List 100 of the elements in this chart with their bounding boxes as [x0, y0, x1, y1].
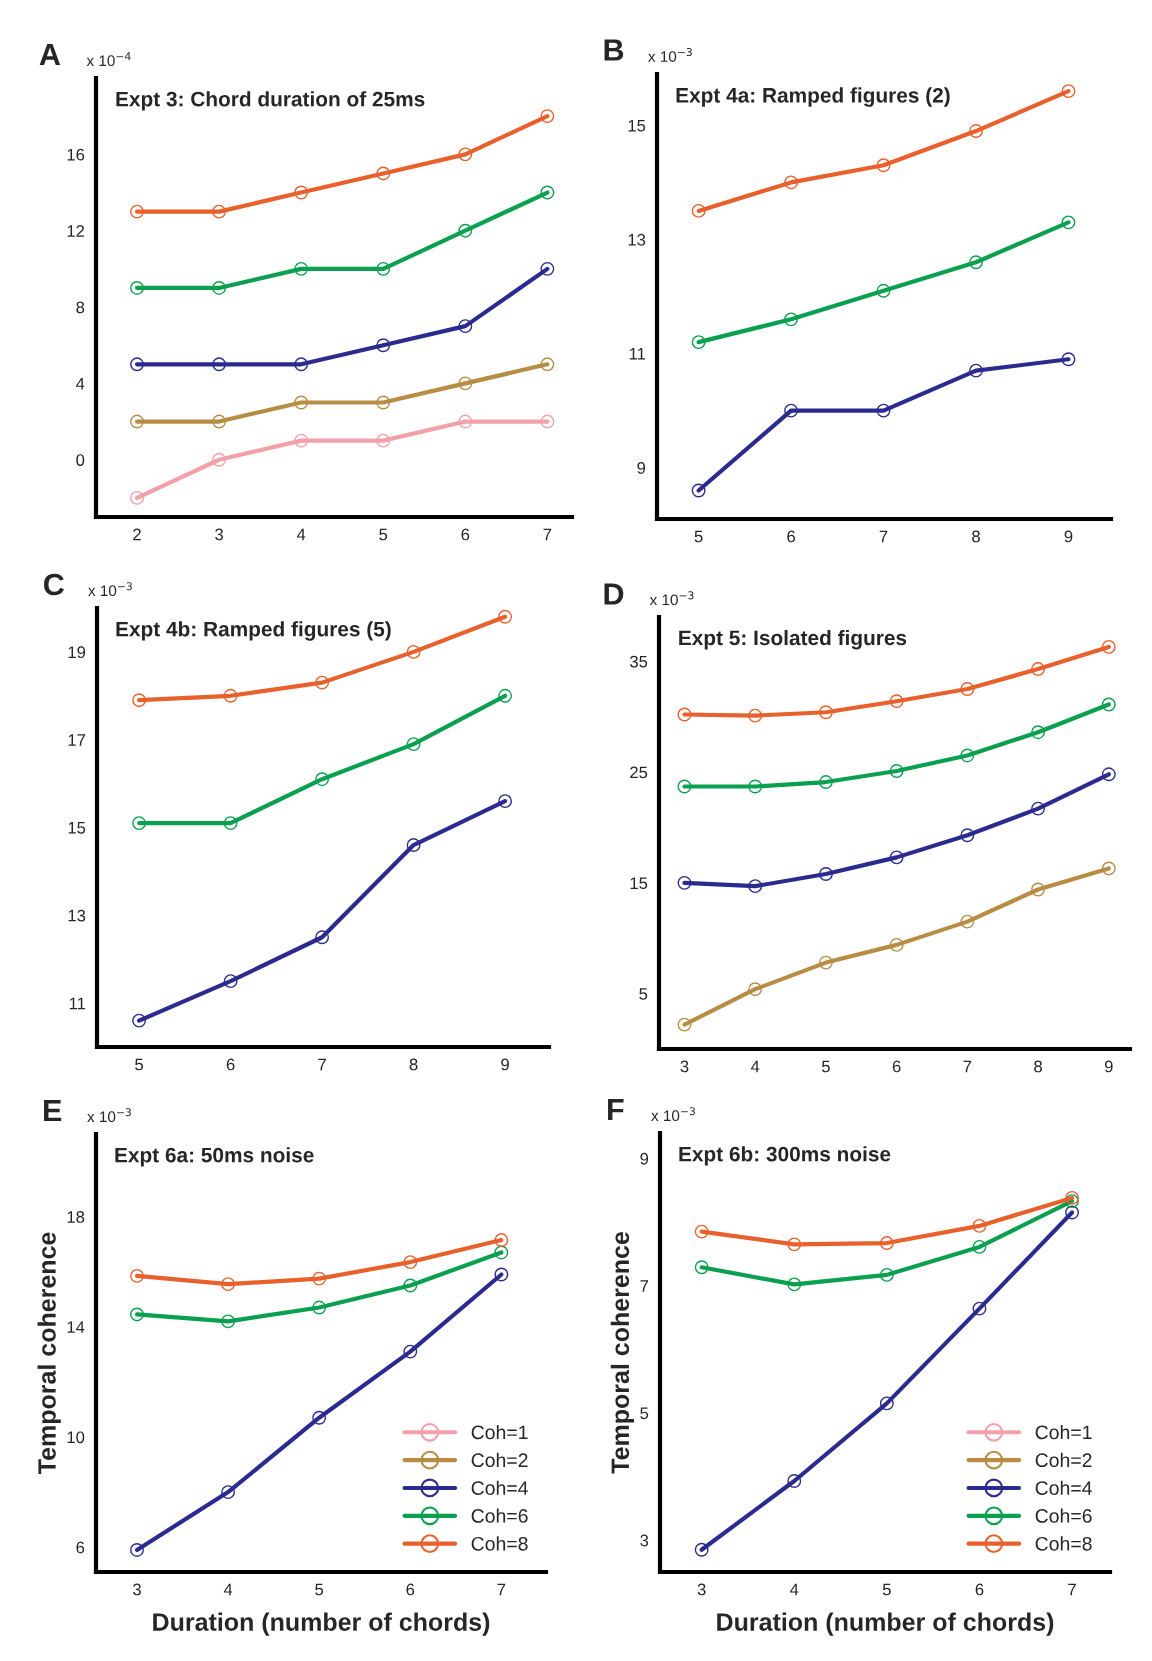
- x-tick-label: 5: [821, 1060, 830, 1073]
- point: [223, 816, 238, 831]
- point: [889, 850, 904, 865]
- point: [784, 175, 799, 190]
- point: [677, 1017, 692, 1032]
- point: [315, 772, 330, 787]
- x-tick-label: 7: [497, 1583, 506, 1596]
- point: [406, 644, 421, 659]
- point: [1031, 801, 1046, 816]
- point: [540, 109, 555, 124]
- point: [498, 688, 513, 703]
- point: [130, 281, 144, 295]
- point: [221, 1314, 236, 1329]
- y-tick-label: 12: [67, 225, 85, 237]
- y-axis-title: Temporal coherence: [610, 1232, 635, 1474]
- text: Expt 6a: 50ms noise: [115, 1147, 314, 1167]
- text: F: [608, 1099, 624, 1121]
- x-tick-label: 6: [892, 1060, 901, 1073]
- point: [876, 283, 891, 298]
- x-tick-label: 4: [790, 1583, 799, 1596]
- x-tick-label: 8: [972, 530, 980, 543]
- point: [1061, 352, 1076, 367]
- point: [784, 312, 799, 327]
- point: [221, 1485, 236, 1500]
- text: Expt 5: Isolated figures: [679, 629, 907, 650]
- point: [1031, 662, 1046, 677]
- text: Expt 4a: Ramped figures (2): [676, 87, 950, 107]
- legend-label: Coh=4: [1035, 1480, 1092, 1495]
- point: [960, 682, 975, 696]
- y-tick-label: 6: [76, 1541, 85, 1554]
- point: [677, 875, 692, 890]
- point: [694, 1542, 709, 1557]
- point: [294, 185, 309, 200]
- x-tick-label: 3: [697, 1583, 706, 1596]
- y-tick-label: 8: [76, 301, 85, 314]
- point: [1101, 767, 1116, 782]
- x-tick-label: 8: [409, 1058, 418, 1071]
- text: Expt 3: Chord duration of 25ms: [116, 91, 425, 111]
- y-tick-label: 10: [67, 1431, 85, 1444]
- x-tick-label: 3: [680, 1060, 689, 1073]
- x-tick-label: 7: [1068, 1583, 1076, 1596]
- point: [748, 708, 763, 723]
- legend-label: Coh=6: [1035, 1508, 1092, 1523]
- x-tick-label: 3: [215, 528, 224, 541]
- x-tick-label: 9: [501, 1058, 509, 1071]
- point: [312, 1300, 327, 1315]
- point: [294, 433, 309, 448]
- point: [784, 403, 799, 418]
- point: [818, 705, 833, 720]
- point: [540, 185, 555, 200]
- point: [130, 1307, 144, 1322]
- x-tick-label: 7: [879, 530, 888, 543]
- x-tick-label: 8: [1034, 1060, 1042, 1073]
- x-tick-label: 4: [296, 528, 306, 541]
- point: [132, 1013, 147, 1028]
- point: [294, 395, 309, 410]
- y-tick-label: 15: [68, 822, 86, 834]
- point: [1101, 639, 1116, 654]
- point: [1065, 1190, 1079, 1205]
- y-tick-label: 7: [640, 1280, 649, 1292]
- y-tick-label: 16: [67, 148, 85, 161]
- point: [1065, 1205, 1079, 1220]
- point: [879, 1267, 894, 1282]
- point: [960, 748, 975, 763]
- point: [406, 838, 421, 853]
- y-tick-label: 4: [76, 377, 85, 390]
- y-tick-label: 9: [640, 1152, 649, 1165]
- point: [818, 955, 833, 970]
- point: [130, 1268, 144, 1283]
- y-tick-label: 25: [630, 766, 648, 779]
- point: [406, 737, 421, 752]
- point: [223, 974, 238, 989]
- legend-label: Coh=8: [1035, 1536, 1092, 1551]
- x-tick-label: 5: [379, 528, 388, 541]
- point: [1031, 725, 1046, 740]
- point: [376, 261, 391, 276]
- text: x 10$^{−3}$: [88, 582, 132, 597]
- point: [223, 688, 238, 703]
- y-tick-label: 5: [639, 988, 648, 1000]
- point: [376, 166, 391, 181]
- point: [748, 879, 763, 894]
- point: [691, 203, 706, 218]
- point: [498, 609, 513, 624]
- point: [212, 452, 227, 467]
- point: [691, 483, 706, 498]
- x-tick-label: 6: [975, 1583, 984, 1596]
- x-tick-label: 6: [787, 530, 795, 543]
- point: [1065, 1194, 1079, 1209]
- point: [403, 1278, 418, 1293]
- y-tick-label: 13: [68, 909, 86, 922]
- point: [889, 937, 904, 952]
- point: [677, 707, 692, 722]
- point: [212, 204, 227, 219]
- x-tick-label: 4: [750, 1060, 760, 1073]
- text: E: [44, 1100, 62, 1122]
- y-tick-label: 15: [628, 119, 646, 132]
- point: [879, 1236, 894, 1251]
- x-tick-label: 2: [133, 528, 141, 541]
- legend-label: Coh=1: [1035, 1424, 1092, 1440]
- y-tick-label: 19: [68, 646, 86, 659]
